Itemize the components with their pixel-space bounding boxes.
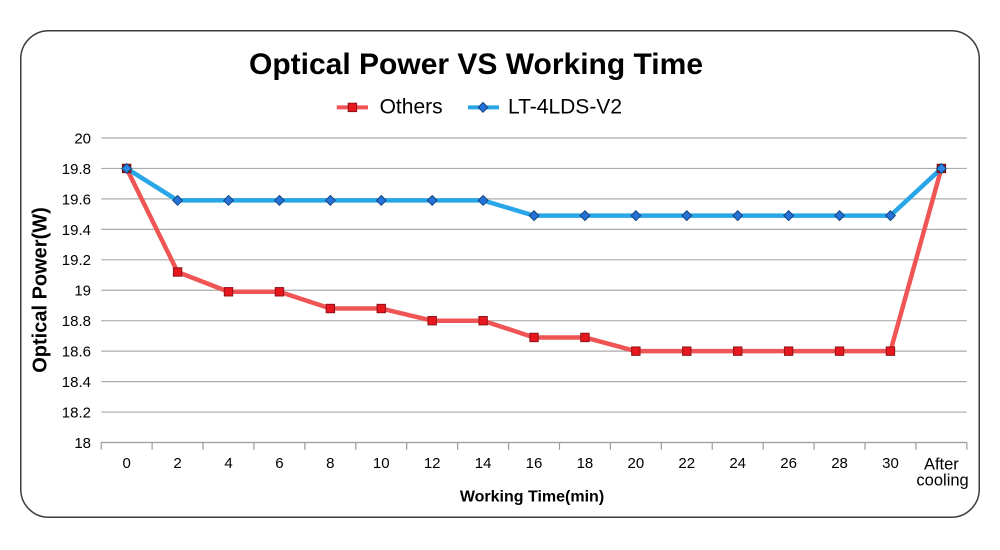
svg-text:18: 18 [577, 455, 594, 472]
svg-text:22: 22 [678, 455, 695, 472]
svg-text:Optical Power VS Working Time: Optical Power VS Working Time [249, 48, 703, 81]
svg-text:20: 20 [628, 455, 645, 472]
svg-text:26: 26 [780, 455, 797, 472]
svg-text:14: 14 [475, 455, 492, 472]
svg-text:19.8: 19.8 [62, 161, 91, 178]
svg-text:Optical Power(W): Optical Power(W) [30, 207, 52, 373]
svg-text:12: 12 [424, 455, 441, 472]
svg-text:0: 0 [122, 455, 130, 472]
svg-text:2: 2 [173, 455, 181, 472]
svg-text:18: 18 [74, 435, 91, 452]
svg-text:18.6: 18.6 [62, 344, 91, 361]
svg-text:24: 24 [729, 455, 746, 472]
svg-text:Working Time(min): Working Time(min) [460, 489, 604, 506]
svg-text:6: 6 [275, 455, 283, 472]
svg-text:4: 4 [224, 455, 232, 472]
svg-text:19: 19 [74, 283, 91, 300]
svg-text:After: After [924, 455, 959, 473]
svg-text:28: 28 [831, 455, 848, 472]
svg-text:Others: Others [380, 96, 443, 119]
svg-text:18.4: 18.4 [62, 374, 91, 391]
svg-text:16: 16 [526, 455, 543, 472]
svg-text:10: 10 [373, 455, 390, 472]
svg-text:8: 8 [326, 455, 334, 472]
svg-text:18.2: 18.2 [62, 404, 91, 421]
svg-text:cooling: cooling [916, 471, 968, 489]
svg-text:19.2: 19.2 [62, 252, 91, 269]
svg-text:18.8: 18.8 [62, 313, 91, 330]
svg-text:30: 30 [882, 455, 899, 472]
svg-text:19.4: 19.4 [62, 222, 91, 239]
svg-text:20: 20 [74, 130, 91, 147]
svg-text:19.6: 19.6 [62, 191, 91, 208]
svg-text:LT-4LDS-V2: LT-4LDS-V2 [508, 96, 622, 119]
